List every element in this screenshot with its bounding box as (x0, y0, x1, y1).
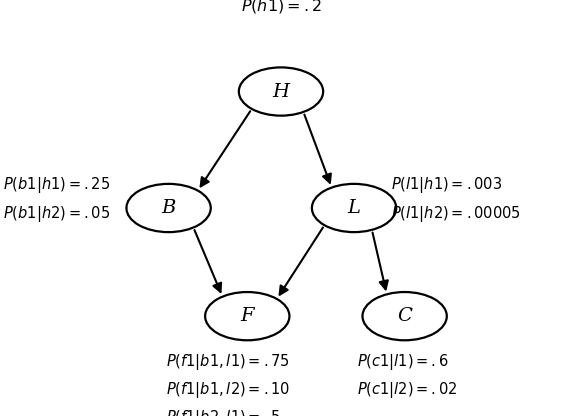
Text: $P(f1|b1,l1) = .75$
$P(f1|b1,l2) = .10$
$P(f1|b2,l1) = .5$
$P(f1|b2,l2) = .05$: $P(f1|b1,l1) = .75$ $P(f1|b1,l2) = .10$ … (166, 352, 290, 416)
Text: H: H (273, 82, 289, 101)
Ellipse shape (312, 184, 396, 232)
Ellipse shape (205, 292, 289, 340)
Text: $P(b1|h1) = .25$
$P(b1|h2) = .05$: $P(b1|h1) = .25$ $P(b1|h2) = .05$ (3, 176, 110, 224)
Ellipse shape (239, 67, 323, 116)
Text: $P(l1|h1) = .003$
$P(l1|h2) = .00005$: $P(l1|h1) = .003$ $P(l1|h2) = .00005$ (391, 176, 520, 224)
Ellipse shape (126, 184, 211, 232)
Text: L: L (347, 199, 361, 217)
Ellipse shape (362, 292, 447, 340)
Text: $P(h1) = .2$: $P(h1) = .2$ (241, 0, 321, 15)
Text: $P(c1|l1) = .6$
$P(c1|l2) = .02$: $P(c1|l1) = .6$ $P(c1|l2) = .02$ (357, 352, 457, 400)
Text: B: B (161, 199, 176, 217)
Text: C: C (397, 307, 412, 325)
Text: F: F (241, 307, 254, 325)
